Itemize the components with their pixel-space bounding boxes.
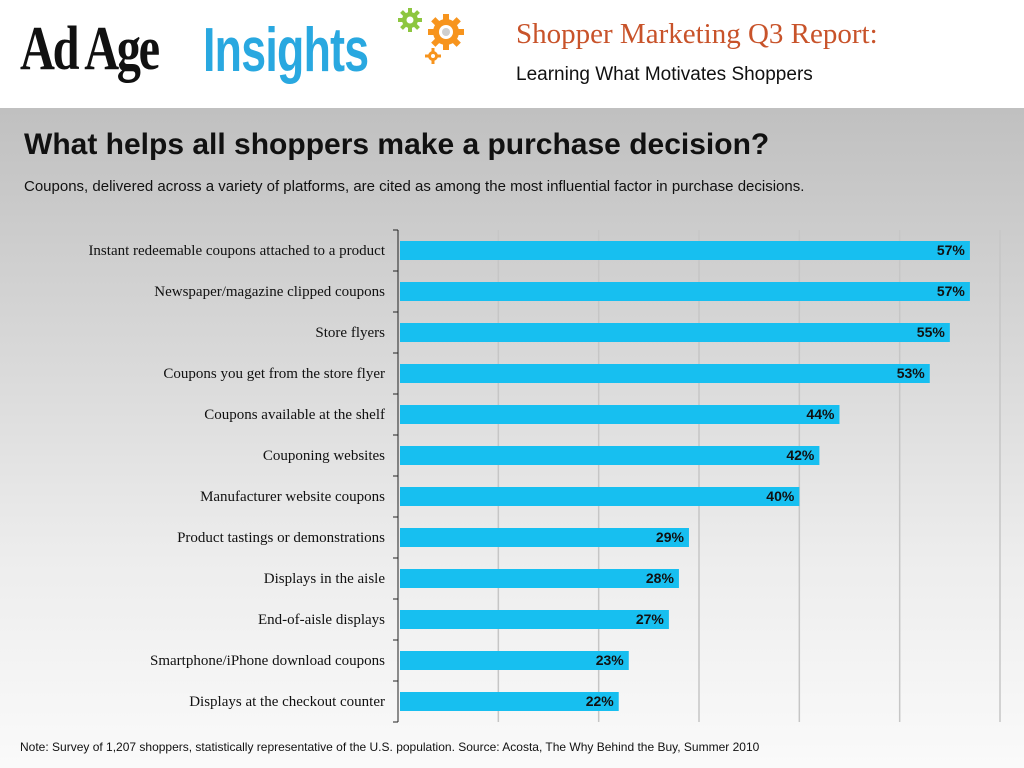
category-label: Store flyers	[315, 325, 385, 341]
data-label: 42%	[786, 447, 815, 463]
bar-chart: 57% Instant redeemable coupons attached t…	[88, 229, 1001, 723]
bar	[400, 282, 970, 301]
category-label: Displays at the checkout counter	[189, 694, 385, 710]
footnote: Note: Survey of 1,207 shoppers, statisti…	[20, 740, 760, 754]
category-label: Smartphone/iPhone download coupons	[150, 653, 385, 669]
data-label: 44%	[806, 406, 835, 422]
category-label: Displays in the aisle	[264, 571, 386, 587]
bar	[400, 528, 689, 547]
gear-small-icon	[425, 48, 441, 64]
category-label: Couponing websites	[263, 448, 385, 464]
report-subtitle: Learning What Motivates Shoppers	[516, 64, 813, 85]
data-label: 40%	[766, 488, 795, 504]
bar	[400, 569, 679, 588]
slide-question: What helps all shoppers make a purchase …	[24, 128, 770, 161]
bar	[400, 487, 800, 506]
category-label: Coupons you get from the store flyer	[163, 366, 385, 382]
data-label: 23%	[596, 652, 625, 668]
data-label: 22%	[586, 693, 615, 709]
bar	[400, 446, 820, 465]
data-label: 27%	[636, 611, 665, 627]
gear-green-icon	[398, 8, 422, 32]
gear-orange-icon	[428, 14, 464, 50]
category-label: Product tastings or demonstrations	[177, 530, 385, 546]
logo-ad-age: Ad Age	[20, 15, 160, 83]
category-label: Coupons available at the shelf	[204, 407, 385, 423]
category-label: Newspaper/magazine clipped coupons	[154, 284, 385, 300]
bar	[400, 405, 840, 424]
data-label: 28%	[646, 570, 675, 586]
data-label: 57%	[937, 283, 966, 299]
bar	[400, 323, 950, 342]
slide-description: Coupons, delivered across a variety of p…	[24, 178, 805, 195]
data-label: 29%	[656, 529, 685, 545]
bar	[400, 651, 629, 670]
header: Ad Age Insights	[0, 0, 1024, 108]
bar	[400, 610, 669, 629]
bar	[400, 241, 970, 260]
report-title: Shopper Marketing Q3 Report:	[516, 18, 878, 50]
bar	[400, 364, 930, 383]
data-label: 57%	[937, 242, 966, 258]
bar	[400, 692, 619, 711]
category-label: End-of-aisle displays	[258, 612, 385, 628]
gears-icon	[398, 8, 464, 64]
data-label: 55%	[917, 324, 946, 340]
category-label: Manufacturer website coupons	[200, 489, 385, 505]
category-label: Instant redeemable coupons attached to a…	[88, 243, 385, 259]
data-label: 53%	[897, 365, 926, 381]
logo-insights: Insights	[203, 16, 369, 85]
